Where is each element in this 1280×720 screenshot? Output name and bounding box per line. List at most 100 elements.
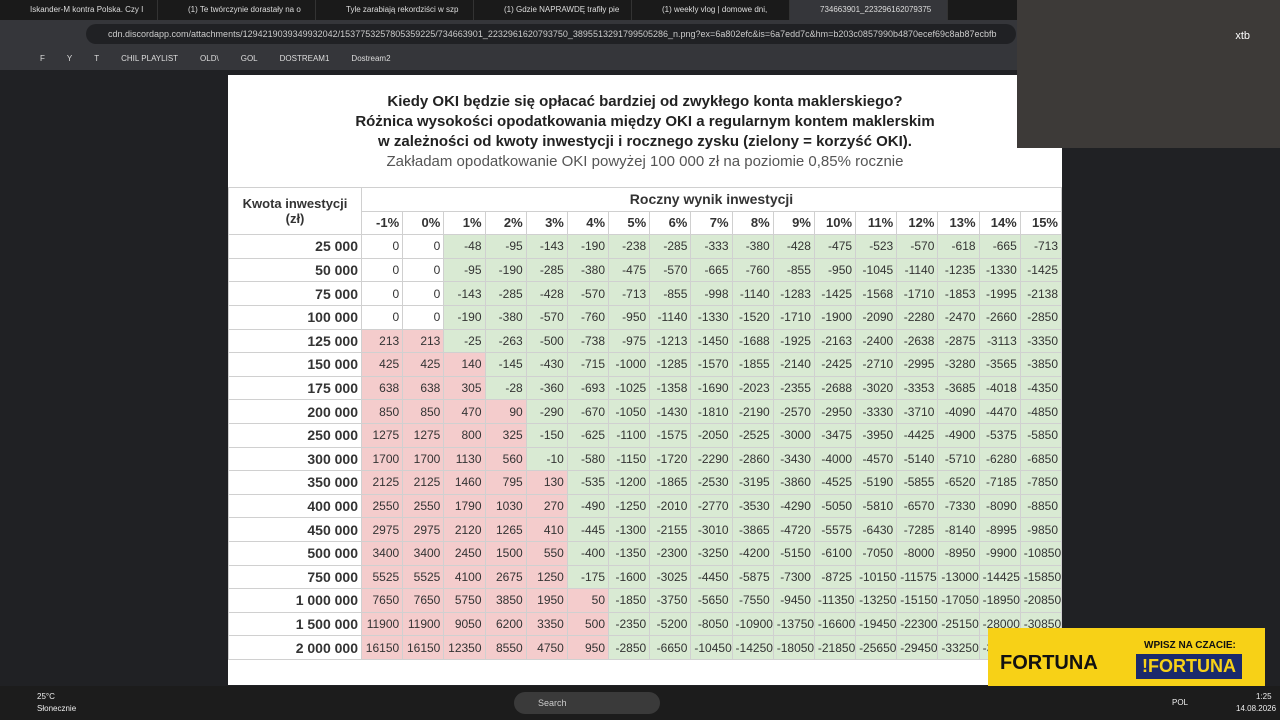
cell: -3530 bbox=[731, 493, 774, 519]
cell: 1265 bbox=[484, 517, 527, 542]
cell: 2675 bbox=[484, 564, 527, 590]
cell: -175 bbox=[566, 564, 610, 590]
cell: 2550 bbox=[402, 493, 445, 519]
cell: -1200 bbox=[608, 470, 651, 495]
tab[interactable]: Iskander-M kontra Polska. Czy I bbox=[0, 0, 158, 20]
cell: -2470 bbox=[937, 304, 980, 330]
cell: -6650 bbox=[649, 635, 692, 660]
cell: 270 bbox=[525, 493, 568, 519]
cell: -1350 bbox=[608, 540, 651, 566]
cell: -7285 bbox=[896, 517, 939, 542]
cell: 305 bbox=[443, 375, 486, 401]
table-row: 400 000 2550 2550 1790 1030 270 -490 -1250 -2010… bbox=[228, 493, 1062, 519]
address-bar[interactable]: cdn.discordapp.com/attachments/129421903… bbox=[86, 24, 1016, 44]
cell: -855 bbox=[772, 257, 815, 283]
bookmark[interactable]: F bbox=[40, 54, 45, 63]
cell: -4720 bbox=[772, 517, 815, 542]
bookmark[interactable]: T bbox=[94, 54, 100, 63]
cell: -19450 bbox=[855, 611, 898, 637]
tab[interactable]: (1) Te twórczynie dorastały na o bbox=[158, 0, 316, 20]
cell: -7185 bbox=[978, 470, 1021, 495]
cell: -4470 bbox=[978, 399, 1021, 424]
cell: -2688 bbox=[813, 375, 857, 401]
table-row: 350 000 2125 2125 1460 795 130 -535 -1200 -1865-… bbox=[228, 470, 1062, 495]
bookmark[interactable]: GOL bbox=[240, 54, 258, 63]
cell: 1500 bbox=[484, 540, 527, 566]
cell: 2125 bbox=[402, 470, 445, 495]
column-header: 15% bbox=[1019, 210, 1062, 236]
cell: -14250 bbox=[731, 635, 774, 660]
cell: -285 bbox=[525, 257, 568, 283]
cell: 850 bbox=[402, 399, 445, 424]
bookmark[interactable]: OLD\ bbox=[200, 54, 219, 63]
cell: 1950 bbox=[525, 588, 568, 613]
column-header: 10% bbox=[813, 210, 857, 236]
tab[interactable]: 734663901_223296162079375 bbox=[790, 0, 948, 20]
cell: 560 bbox=[484, 446, 527, 472]
amount: 300 000 bbox=[228, 446, 362, 472]
cell: -1568 bbox=[855, 281, 898, 306]
cell: -2023 bbox=[731, 375, 774, 401]
cell: 1275 bbox=[360, 422, 404, 448]
cell: -445 bbox=[566, 517, 610, 542]
bookmark[interactable]: DOSTREAM1 bbox=[279, 54, 330, 63]
bookmark[interactable]: CHIL PLAYLIST bbox=[121, 54, 179, 63]
column-header: 14% bbox=[978, 210, 1021, 236]
cell: -48 bbox=[443, 234, 486, 259]
cell: 9050 bbox=[443, 611, 486, 637]
cell: -8725 bbox=[813, 564, 857, 590]
cell: -5810 bbox=[855, 493, 898, 519]
amount: 1 000 000 bbox=[228, 588, 362, 613]
cell: -975 bbox=[608, 328, 651, 354]
cell: -760 bbox=[731, 257, 774, 283]
cell: -13250 bbox=[855, 588, 898, 613]
cell: 638 bbox=[402, 375, 445, 401]
cell: -9900 bbox=[978, 540, 1021, 566]
tab[interactable]: (1) Gdzie NAPRAWDĘ trafiły pie bbox=[474, 0, 632, 20]
cell: -2530 bbox=[690, 470, 733, 495]
webcam-logo: xtb bbox=[1235, 30, 1250, 42]
table-row: 75 000 0 0 -143 -285 -428 -570 -713 -855 -998 -114… bbox=[228, 281, 1062, 306]
cell: -5375 bbox=[978, 422, 1021, 448]
search-box[interactable]: Search bbox=[514, 692, 660, 714]
cell: -1045 bbox=[855, 257, 898, 283]
tab[interactable]: (1) weekly vlog | domowe dni, bbox=[632, 0, 790, 20]
cell: 0 bbox=[402, 257, 445, 283]
cell: -4018 bbox=[978, 375, 1021, 401]
cell: -4450 bbox=[690, 564, 733, 590]
cell: -2525 bbox=[731, 422, 774, 448]
column-header: 2% bbox=[484, 210, 527, 236]
clock: 1:25 bbox=[1256, 692, 1272, 701]
cell: -1000 bbox=[608, 352, 651, 377]
cell: -17050 bbox=[937, 588, 980, 613]
tab[interactable]: Tyle zarabiają rekordziści w szp bbox=[316, 0, 474, 20]
column-header: 1% bbox=[443, 210, 486, 236]
cell: -4000 bbox=[813, 446, 857, 472]
bookmark[interactable]: Y bbox=[66, 54, 73, 63]
cell: -2850 bbox=[608, 635, 651, 660]
cell: -1425 bbox=[1019, 257, 1062, 283]
cell: 130 bbox=[525, 470, 568, 495]
cell: -1235 bbox=[937, 257, 980, 283]
cell: 425 bbox=[402, 352, 445, 377]
table-row: 1 000 000 7650 7650 5750 3850 1950 50 -1850 -375… bbox=[228, 588, 1062, 613]
cell: -738 bbox=[566, 328, 610, 354]
cell: -9450 bbox=[772, 588, 815, 613]
bookmark[interactable]: Dostream2 bbox=[351, 54, 391, 63]
cell: -5140 bbox=[896, 446, 939, 472]
cell: -1688 bbox=[731, 328, 774, 354]
cell: -238 bbox=[608, 234, 651, 259]
cell: -5575 bbox=[813, 517, 857, 542]
cell: -713 bbox=[1019, 234, 1062, 259]
table-row: 450 000 2975 2975 2120 1265 410 -445 -1300 -2155… bbox=[228, 517, 1062, 542]
amount: 350 000 bbox=[228, 470, 362, 495]
cell: 638 bbox=[360, 375, 404, 401]
title-block: Kiedy OKI będzie się opłacać bardziej od… bbox=[228, 92, 1062, 152]
column-header: -1% bbox=[360, 210, 404, 236]
cell: 2975 bbox=[402, 517, 445, 542]
cell: -713 bbox=[608, 281, 651, 306]
cell: -95 bbox=[443, 257, 486, 283]
cell: 1275 bbox=[402, 422, 445, 448]
weather: Słonecznie bbox=[37, 704, 77, 713]
cell: -95 bbox=[484, 234, 527, 259]
